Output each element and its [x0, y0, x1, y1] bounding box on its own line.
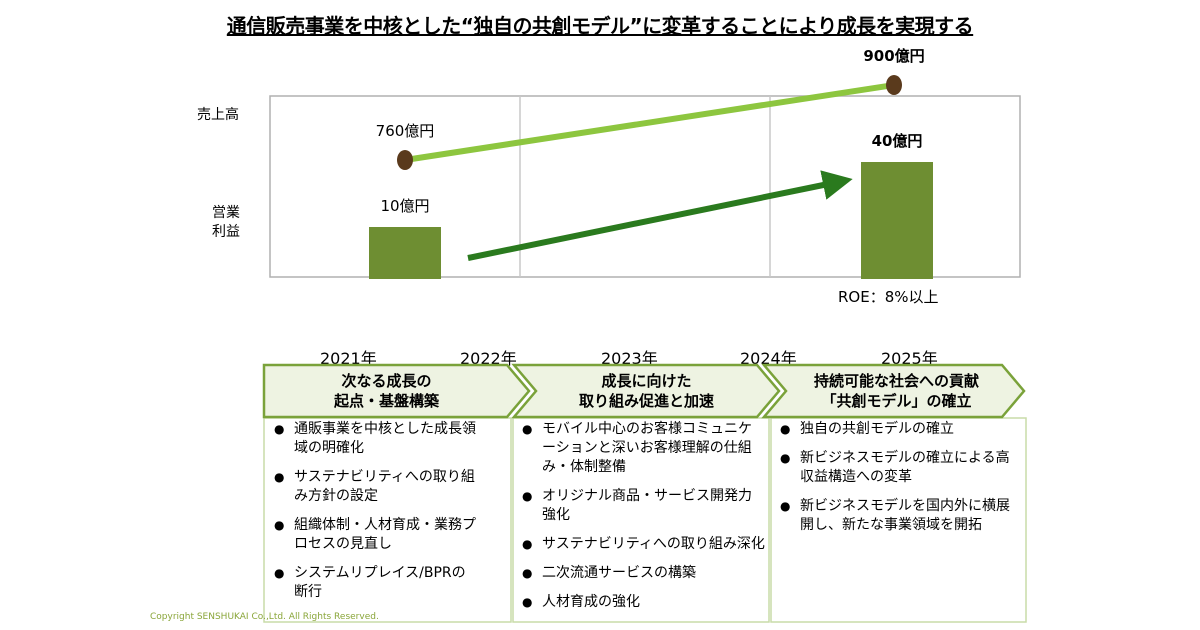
- phase-chevron-2: [511, 363, 781, 419]
- list-item: オリジナル商品・サービス開発力強化: [520, 487, 765, 525]
- list-item: 新ビジネスモデルの確立による高収益構造への変革: [778, 449, 1018, 487]
- sales-data-label: 760億円: [376, 122, 435, 140]
- list-item: モバイル中心のお客様コミュニケーションと深いお客様理解の仕組み・体制整備: [520, 420, 765, 477]
- profit-axis-label-line2: 利益: [212, 224, 240, 240]
- list-item: 人材育成の強化: [520, 593, 765, 612]
- phase-items-3: 独自の共創モデルの確立 新ビジネスモデルの確立による高収益構造への変革 新ビジネ…: [778, 420, 1018, 545]
- phase-heading-1: 次なる成長の 起点・基盤構築: [333, 372, 439, 410]
- profit-data-label: 10億円: [380, 197, 429, 215]
- chart-frame: [269, 95, 1021, 278]
- page-title: 通信販売事業を中核とした“独自の共創モデル”に変革することにより成長を実現する: [226, 14, 974, 38]
- profit-bar: [369, 227, 441, 279]
- list-item: サステナビリティへの取り組み方針の設定: [272, 468, 477, 506]
- phase-heading-2: 成長に向けた 取り組み促進と加速: [578, 372, 714, 410]
- year-label: 2024年: [740, 349, 797, 368]
- sales-line: [404, 82, 895, 163]
- list-item: 独自の共創モデルの確立: [778, 420, 1018, 439]
- sales-data-label: 900億円: [863, 47, 924, 65]
- phase-items-1: 通販事業を中核とした成長領域の明確化 サステナビリティへの取り組み方針の設定 組…: [272, 420, 477, 612]
- list-item: サステナビリティへの取り組み深化: [520, 535, 765, 554]
- phase-chevron-3: [761, 363, 1026, 419]
- list-item: 二次流通サービスの構築: [520, 564, 765, 583]
- year-label: 2023年: [601, 349, 658, 368]
- growth-chart: 10億円 40億円 760億円 900億円: [269, 47, 1021, 279]
- profit-bar: [861, 162, 933, 279]
- profit-data-label: 40億円: [872, 132, 923, 150]
- roe-target: ROE：8%以上: [838, 288, 939, 306]
- list-item: システムリプレイス/BPRの断行: [272, 564, 477, 602]
- sales-point: [397, 150, 413, 170]
- list-item: 通販事業を中核とした成長領域の明確化: [272, 420, 477, 458]
- sales-point: [886, 75, 902, 95]
- phase-items-2: モバイル中心のお客様コミュニケーションと深いお客様理解の仕組み・体制整備 オリジ…: [520, 420, 765, 622]
- year-label: 2021年: [320, 349, 377, 368]
- copyright-notice: Copyright SENSHUKAI Co.,Ltd. All Rights …: [150, 612, 379, 622]
- profit-axis-label-line1: 営業: [212, 205, 240, 221]
- year-label: 2022年: [460, 349, 517, 368]
- phase-chevron-1: [262, 363, 531, 419]
- phase-heading-3: 持続可能な社会への貢献 「共創モデル」の確立: [813, 372, 979, 410]
- list-item: 組織体制・人材育成・業務プロセスの見直し: [272, 516, 477, 554]
- profit-growth-arrow: [467, 170, 853, 261]
- sales-axis-label: 売上高: [197, 107, 239, 123]
- list-item: 新ビジネスモデルを国内外に横展開し、新たな事業領域を開拓: [778, 497, 1018, 535]
- year-label: 2025年: [881, 349, 938, 368]
